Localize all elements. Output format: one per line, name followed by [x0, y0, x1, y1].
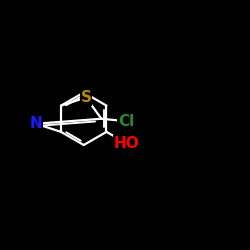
Text: N: N — [30, 116, 42, 131]
Text: S: S — [80, 90, 92, 105]
Text: HO: HO — [114, 136, 140, 151]
Text: Cl: Cl — [118, 114, 134, 129]
